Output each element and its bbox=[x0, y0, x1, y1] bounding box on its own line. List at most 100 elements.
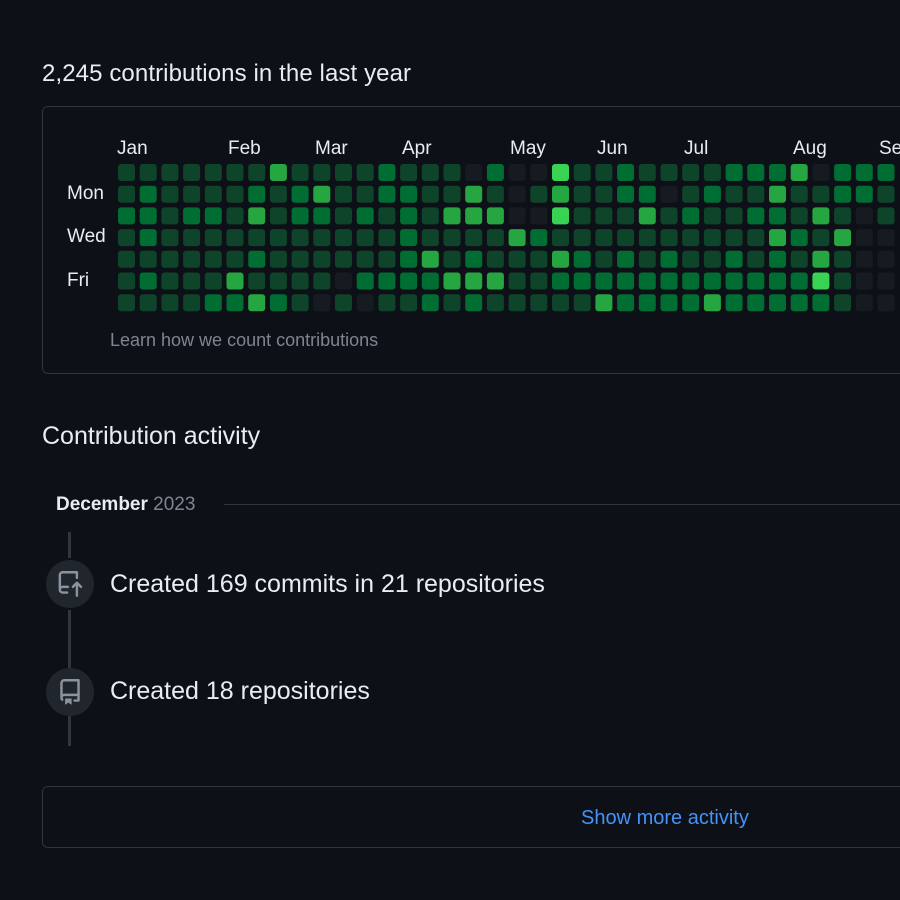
contribution-day-cell[interactable] bbox=[443, 207, 461, 225]
contribution-day-cell[interactable] bbox=[226, 294, 244, 312]
contribution-day-cell[interactable] bbox=[617, 185, 635, 203]
contribution-day-cell[interactable] bbox=[682, 164, 700, 181]
contribution-day-cell[interactable] bbox=[313, 272, 331, 290]
contribution-day-cell[interactable] bbox=[335, 207, 352, 225]
contribution-day-cell[interactable] bbox=[530, 272, 548, 290]
contribution-day-cell[interactable] bbox=[486, 250, 504, 268]
contribution-day-cell[interactable] bbox=[834, 294, 852, 312]
contribution-day-cell[interactable] bbox=[595, 294, 613, 312]
contribution-day-cell[interactable] bbox=[139, 272, 157, 290]
contribution-day-cell[interactable] bbox=[812, 250, 830, 268]
contribution-day-cell[interactable] bbox=[335, 250, 352, 268]
contribution-day-cell[interactable] bbox=[269, 229, 287, 247]
contribution-day-cell[interactable] bbox=[161, 185, 179, 203]
contribution-day-cell[interactable] bbox=[508, 207, 526, 225]
contribution-day-cell[interactable] bbox=[486, 207, 504, 225]
contribution-day-cell[interactable] bbox=[161, 250, 179, 268]
contribution-day-cell[interactable] bbox=[617, 272, 635, 290]
contribution-day-cell[interactable] bbox=[573, 250, 591, 268]
contribution-day-cell[interactable] bbox=[530, 207, 548, 225]
contribution-day-cell[interactable] bbox=[725, 229, 743, 247]
contribution-day-cell[interactable] bbox=[204, 229, 222, 247]
contribution-day-cell[interactable] bbox=[443, 185, 461, 203]
contribution-day-cell[interactable] bbox=[638, 294, 656, 312]
contribution-day-cell[interactable] bbox=[790, 250, 808, 268]
contribution-day-cell[interactable] bbox=[747, 229, 765, 247]
contribution-day-cell[interactable] bbox=[855, 294, 873, 312]
contribution-day-cell[interactable] bbox=[508, 185, 526, 203]
contribution-day-cell[interactable] bbox=[877, 250, 895, 268]
contribution-day-cell[interactable] bbox=[812, 207, 830, 225]
contribution-day-cell[interactable] bbox=[378, 185, 396, 203]
contribution-day-cell[interactable] bbox=[161, 164, 179, 181]
contribution-day-cell[interactable] bbox=[747, 207, 765, 225]
contribution-day-cell[interactable] bbox=[812, 272, 830, 290]
contribution-day-cell[interactable] bbox=[769, 229, 786, 247]
contribution-day-cell[interactable] bbox=[204, 185, 222, 203]
contribution-day-cell[interactable] bbox=[747, 164, 765, 181]
contribution-day-cell[interactable] bbox=[617, 294, 635, 312]
contribution-day-cell[interactable] bbox=[400, 207, 418, 225]
contribution-day-cell[interactable] bbox=[790, 229, 808, 247]
contribution-day-cell[interactable] bbox=[139, 164, 157, 181]
contribution-day-cell[interactable] bbox=[313, 229, 331, 247]
contribution-day-cell[interactable] bbox=[291, 164, 309, 181]
contribution-day-cell[interactable] bbox=[313, 207, 331, 225]
contribution-day-cell[interactable] bbox=[291, 272, 309, 290]
contribution-day-cell[interactable] bbox=[595, 164, 613, 181]
contribution-day-cell[interactable] bbox=[139, 185, 157, 203]
contribution-day-cell[interactable] bbox=[465, 250, 483, 268]
contribution-day-cell[interactable] bbox=[725, 272, 743, 290]
contribution-day-cell[interactable] bbox=[508, 250, 526, 268]
contribution-day-cell[interactable] bbox=[183, 229, 201, 247]
contribution-day-cell[interactable] bbox=[335, 185, 352, 203]
contribution-day-cell[interactable] bbox=[552, 250, 569, 268]
contribution-day-cell[interactable] bbox=[400, 164, 418, 181]
contribution-day-cell[interactable] bbox=[769, 250, 786, 268]
contribution-day-cell[interactable] bbox=[747, 185, 765, 203]
contribution-day-cell[interactable] bbox=[421, 250, 439, 268]
contribution-day-cell[interactable] bbox=[617, 164, 635, 181]
contribution-day-cell[interactable] bbox=[378, 164, 396, 181]
contribution-day-cell[interactable] bbox=[595, 250, 613, 268]
contribution-day-cell[interactable] bbox=[552, 185, 569, 203]
contribution-day-cell[interactable] bbox=[291, 185, 309, 203]
contribution-day-cell[interactable] bbox=[552, 272, 569, 290]
contribution-day-cell[interactable] bbox=[812, 294, 830, 312]
contribution-day-cell[interactable] bbox=[183, 250, 201, 268]
contribution-day-cell[interactable] bbox=[790, 185, 808, 203]
contribution-day-cell[interactable] bbox=[573, 185, 591, 203]
contribution-day-cell[interactable] bbox=[703, 207, 721, 225]
contribution-day-cell[interactable] bbox=[335, 229, 352, 247]
contribution-day-cell[interactable] bbox=[855, 250, 873, 268]
contribution-day-cell[interactable] bbox=[400, 185, 418, 203]
contribution-day-cell[interactable] bbox=[248, 272, 266, 290]
contribution-day-cell[interactable] bbox=[812, 185, 830, 203]
contribution-day-cell[interactable] bbox=[855, 229, 873, 247]
contribution-day-cell[interactable] bbox=[682, 250, 700, 268]
contribution-day-cell[interactable] bbox=[291, 250, 309, 268]
contribution-day-cell[interactable] bbox=[508, 164, 526, 181]
contribution-day-cell[interactable] bbox=[638, 207, 656, 225]
contribution-day-cell[interactable] bbox=[703, 164, 721, 181]
contribution-day-cell[interactable] bbox=[118, 272, 135, 290]
contribution-day-cell[interactable] bbox=[400, 229, 418, 247]
contribution-day-cell[interactable] bbox=[530, 250, 548, 268]
contribution-day-cell[interactable] bbox=[248, 294, 266, 312]
contribution-day-cell[interactable] bbox=[725, 207, 743, 225]
contribution-day-cell[interactable] bbox=[313, 294, 331, 312]
contribution-day-cell[interactable] bbox=[248, 207, 266, 225]
contribution-day-cell[interactable] bbox=[747, 250, 765, 268]
contribution-day-cell[interactable] bbox=[269, 185, 287, 203]
contribution-day-cell[interactable] bbox=[552, 229, 569, 247]
contribution-day-cell[interactable] bbox=[139, 250, 157, 268]
contribution-day-cell[interactable] bbox=[226, 250, 244, 268]
contribution-day-cell[interactable] bbox=[378, 250, 396, 268]
contribution-day-cell[interactable] bbox=[443, 229, 461, 247]
contribution-day-cell[interactable] bbox=[291, 294, 309, 312]
contribution-day-cell[interactable] bbox=[118, 164, 135, 181]
contribution-day-cell[interactable] bbox=[855, 272, 873, 290]
contribution-day-cell[interactable] bbox=[530, 229, 548, 247]
contribution-day-cell[interactable] bbox=[552, 294, 569, 312]
contribution-day-cell[interactable] bbox=[204, 207, 222, 225]
